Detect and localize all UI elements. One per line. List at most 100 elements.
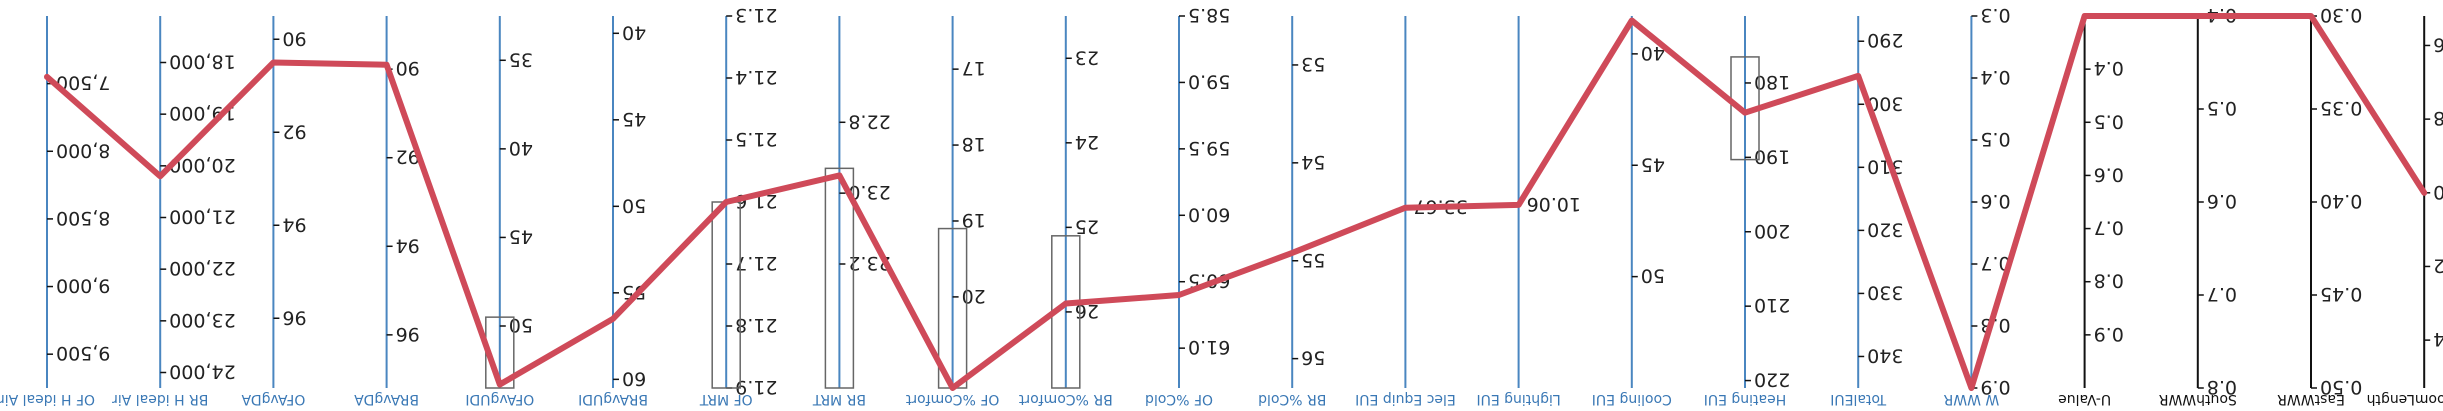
axis-title: OFAvgDA — [241, 391, 305, 407]
tick-label: 53 — [1301, 53, 1325, 75]
tick-label: 210 — [1754, 294, 1790, 316]
tick-label: 25 — [1075, 215, 1099, 237]
tick-label: 35 — [509, 48, 533, 70]
axis-brush[interactable] — [824, 167, 855, 389]
axis-title: Cooling EUI — [1592, 391, 1672, 407]
axis-title: OF %Cold — [1145, 391, 1213, 407]
tick-label: 190 — [1754, 145, 1790, 167]
tick-label: 320 — [1867, 218, 1903, 240]
tick-label: 96 — [282, 306, 306, 328]
tick-label: 94 — [396, 234, 420, 256]
tick-label: 19 — [962, 209, 986, 231]
tick-label: 92 — [396, 146, 420, 168]
tick-label: 18,000 — [169, 51, 235, 73]
axis-title: BRAvgUDI — [578, 391, 648, 407]
axis-title: BRAvgDA — [354, 391, 419, 407]
axis-title: BR H ideal Air — [112, 391, 209, 407]
tick-label: 0.7 — [2094, 217, 2124, 239]
axis-cooling-eui[interactable]: 40 45 50 Cooling EUI — [1592, 16, 1672, 407]
tick-label: 0.35 — [2320, 97, 2362, 119]
tick-label: 24 — [1075, 131, 1099, 153]
tick-label: 45 — [1641, 153, 1665, 175]
axis-title: OF MRT — [699, 391, 752, 407]
axis-of-mrt[interactable]: 21.321.421.521.621.721.821.9OF MRT — [699, 4, 777, 407]
tick-label: 50 — [622, 194, 646, 216]
axis-title: Heating EUI — [1704, 391, 1787, 407]
tick-label: 9,500 — [56, 342, 110, 364]
tick-label: 0.8 — [2094, 270, 2124, 292]
tick-label: 55 — [1301, 249, 1325, 271]
axis-title: U-Value — [2058, 391, 2111, 407]
rotated-plot-group: 7,500 8,000 8,500 9,000 9,500 OF H ideal Air 1… — [0, 4, 2443, 407]
tick-label: 50 — [509, 314, 533, 336]
tick-label: 21.3 — [735, 4, 777, 26]
axis-br-comfort[interactable]: 23 24 25 26 BR %Comfort — [1018, 16, 1113, 407]
tick-label: 0.6 — [2094, 163, 2124, 185]
axis-br-cold[interactable]: 53 54 55 56 BR %Cold — [1258, 16, 1326, 407]
axis-title: OF H ideal Air — [0, 391, 95, 407]
tick-label: 0.4 — [1980, 66, 2010, 88]
tick-label: 21,000 — [169, 206, 235, 228]
axis-title: EastWWR — [2277, 391, 2345, 407]
axis-title: BR %Cold — [1258, 391, 1326, 407]
axis-title: Elec Equip EUI — [1355, 391, 1456, 407]
axis-of-cold[interactable]: 58.559.059.560.060.561.0OF %Cold — [1145, 4, 1230, 407]
tick-label: 0.7 — [1980, 252, 2010, 274]
tick-label: 0.7 — [2207, 283, 2237, 305]
tick-label: 18 — [962, 133, 986, 155]
tick-label: 0.5 — [2207, 97, 2237, 119]
tick-label: 90 — [396, 57, 420, 79]
tick-label: 16 — [2433, 33, 2443, 55]
tick-label: 0.8 — [2207, 376, 2237, 398]
axis-br-mrt[interactable]: 22.823.023.2BR MRT — [812, 16, 891, 407]
tick-label: 96 — [396, 323, 420, 345]
tick-label: 18 — [2433, 107, 2443, 129]
tick-label: 56 — [1301, 347, 1325, 369]
axis-title: OFAvgUDI — [465, 391, 534, 407]
tick-label: 0.50 — [2320, 376, 2362, 398]
tick-label: 20,000 — [169, 154, 235, 176]
tick-label: 21.8 — [735, 314, 777, 336]
tick-label: 55 — [622, 281, 646, 303]
tick-label: 0.45 — [2320, 283, 2362, 305]
tick-label: 20 — [962, 285, 986, 307]
tick-label: 0.30 — [2320, 4, 2362, 26]
tick-label: 23,000 — [169, 309, 235, 331]
tick-label: 23.0 — [848, 181, 890, 203]
tick-label: 0.5 — [1980, 128, 2010, 150]
tick-label: 200 — [1754, 220, 1790, 242]
axis-ofavgda[interactable]: 90 92 94 96 OFAvgDA — [241, 16, 307, 407]
tick-label: 58.5 — [1188, 4, 1230, 26]
axis-ofavgudi[interactable]: 35 40 45 50 OFAvgUDI — [465, 16, 534, 407]
axis-br-h-ideal-air[interactable]: 18,00019,00020,00021,00022,00023,00024,0… — [112, 16, 236, 407]
axis-title: BedRoomLength — [2367, 391, 2443, 407]
axis-title: SouthWWR — [2158, 391, 2236, 407]
axis-of-h-ideal-air[interactable]: 7,500 8,000 8,500 9,000 9,500 OF H ideal Air — [0, 16, 110, 407]
tick-label: 0.4 — [2094, 57, 2124, 79]
axis-bravgudi[interactable]: 40 45 50 55 60 BRAvgUDI — [578, 16, 648, 407]
axis-title: OF %Comfort — [905, 391, 999, 407]
tick-label: 330 — [1867, 281, 1903, 303]
tick-label: 0.3 — [1980, 4, 2010, 26]
axis-bedroomlength[interactable]: 16 18 20 22 24 BedRoomLength — [2367, 16, 2443, 407]
axis-title: BR %Comfort — [1018, 391, 1112, 407]
tick-label: 92 — [282, 120, 306, 142]
axis-title: Lighting EUI — [1476, 391, 1560, 407]
tick-label: 40 — [1641, 42, 1665, 64]
axis-of-comfort[interactable]: 17 18 19 20 OF %Comfort — [905, 16, 999, 407]
data-polyline — [44, 13, 2428, 391]
tick-label: 22 — [2433, 254, 2443, 276]
axis-bravgda[interactable]: 90 92 94 96 BRAvgDA — [354, 16, 420, 407]
tick-label: 8,500 — [56, 207, 110, 229]
tick-label: 8,000 — [56, 139, 110, 161]
tick-label: 40 — [622, 21, 646, 43]
axis-u-value[interactable]: 0.4 0.5 0.6 0.7 0.8 0.9 U-Value — [2058, 16, 2124, 407]
axis-lighting-eui[interactable]: 10.06 Lighting EUI — [1476, 16, 1581, 407]
